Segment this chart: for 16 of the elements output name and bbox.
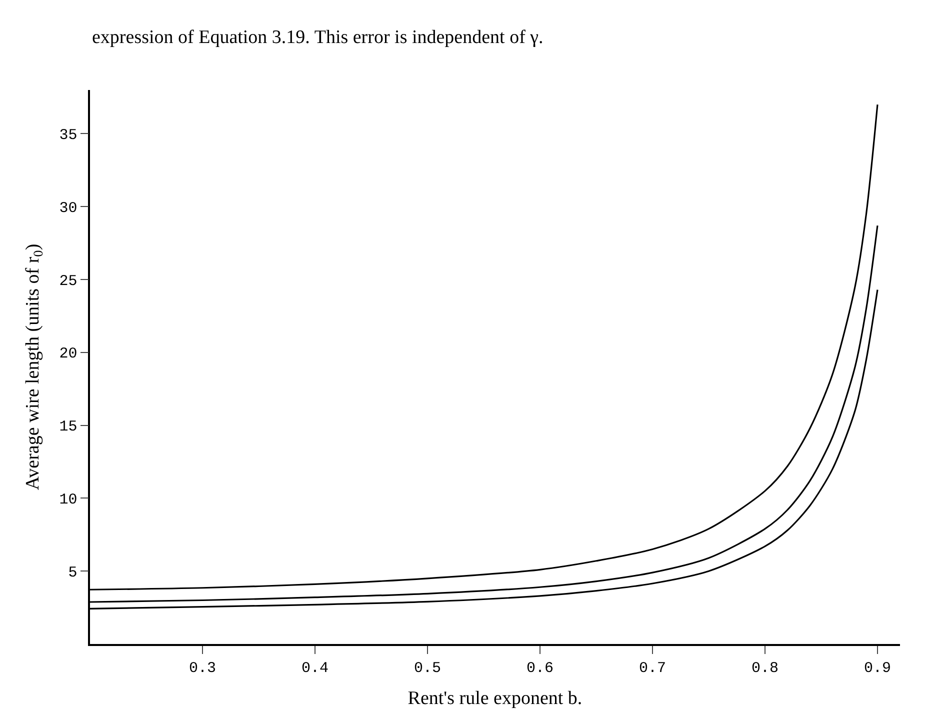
x-tick-label: 0.9 xyxy=(864,660,892,677)
x-axis-title: Rent's rule exponent b. xyxy=(408,688,582,710)
y-tick-label: 30 xyxy=(59,200,78,217)
y-tick-label: 5 xyxy=(68,564,78,582)
y-tick-label: 10 xyxy=(59,491,78,508)
y-tick-label: 35 xyxy=(59,126,78,144)
x-tick-label: 0.4 xyxy=(301,660,329,677)
y-tick-label: 25 xyxy=(59,272,78,290)
y-tick-label: 15 xyxy=(59,418,78,436)
x-tick-label: 0.7 xyxy=(638,660,666,677)
x-tick-label: 0.3 xyxy=(188,660,216,677)
y-tick-label: 20 xyxy=(59,346,78,363)
x-tick-label: 0.6 xyxy=(526,660,554,677)
text: expression of Equation 3.19. This error is independent of γ. xyxy=(92,27,544,48)
x-tick-label: 0.5 xyxy=(414,660,442,677)
x-tick-label: 0.8 xyxy=(751,660,779,677)
